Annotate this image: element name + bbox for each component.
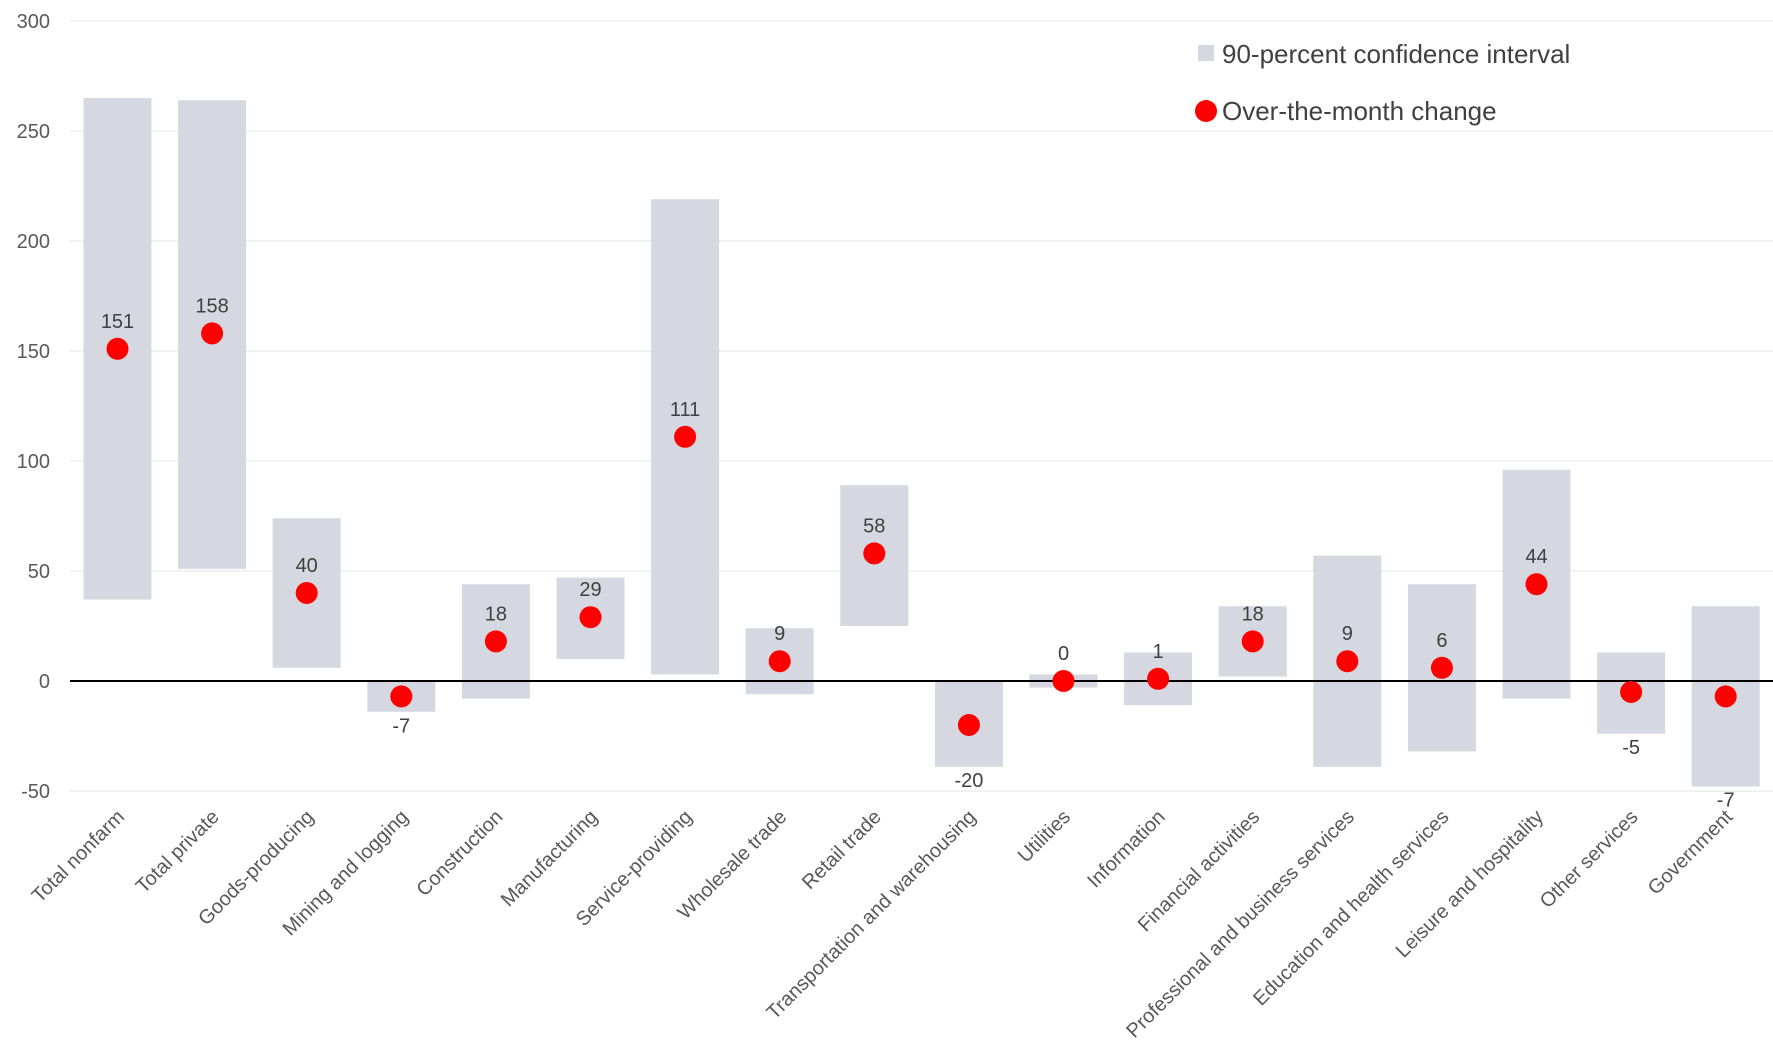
y-tick-label: -50 (21, 781, 50, 803)
change-point (863, 542, 886, 565)
legend-label-confidence-interval: 90-percent confidence interval (1222, 39, 1570, 69)
data-label: 6 (1436, 630, 1447, 652)
category-label: Education and health services (1249, 806, 1453, 1010)
change-point (1052, 670, 1075, 692)
category-label: Government (1644, 806, 1738, 900)
category-label: Other services (1536, 806, 1643, 913)
data-label: -7 (1717, 790, 1735, 812)
category-labels: Total nonfarm Total privateGoods-producin… (28, 806, 1738, 1043)
y-tick-label: 100 (17, 451, 50, 473)
data-label: 158 (195, 295, 228, 317)
category-label: Total private (132, 806, 224, 898)
change-point (390, 685, 413, 708)
change-point (1525, 573, 1548, 596)
data-label: 18 (1242, 603, 1264, 625)
change-point (295, 582, 318, 604)
data-label: 9 (774, 623, 785, 645)
change-point (484, 630, 507, 653)
data-label: 40 (296, 555, 318, 577)
change-point (1147, 667, 1170, 690)
change-point (1336, 650, 1359, 673)
data-label: 58 (863, 515, 885, 537)
data-label: 151 (101, 311, 134, 333)
data-label: 1 (1153, 641, 1164, 663)
data-label: 9 (1342, 623, 1353, 645)
y-tick-label: 300 (17, 11, 50, 33)
category-label: Total nonfarm (28, 806, 129, 907)
y-tick-label: 250 (17, 121, 50, 143)
data-label: -5 (1622, 737, 1640, 759)
category-label: Transportation and warehousing (763, 806, 981, 1024)
y-tick-label: 0 (39, 671, 50, 693)
legend-label-change: Over-the-month change (1222, 96, 1497, 126)
change-point (1714, 685, 1737, 708)
data-label: 44 (1525, 546, 1547, 568)
category-label: Information (1083, 806, 1169, 892)
data-labels: 151 158 40 -7 18 29 111 9 58 -20 0 1 18 9 6 44 -5 -7 (101, 295, 1735, 811)
change-points (106, 322, 1737, 736)
y-tick-label: 50 (28, 561, 50, 583)
category-label: Retail trade (798, 806, 886, 894)
legend-swatch-change (1195, 100, 1217, 122)
data-label: -7 (392, 715, 410, 737)
category-label: Construction (412, 806, 507, 901)
data-label: 29 (579, 579, 601, 601)
change-point (579, 606, 602, 629)
change-point (1430, 656, 1453, 679)
y-tick-label: 200 (17, 231, 50, 253)
change-point (674, 425, 697, 448)
change-point (201, 322, 224, 345)
legend-swatch-confidence-interval (1198, 45, 1214, 61)
y-axis-ticks: 300 250 200 150 100 50 0 -50 (17, 11, 50, 803)
data-label: 0 (1058, 643, 1069, 665)
change-point (957, 714, 980, 736)
change-point (768, 650, 791, 673)
category-label: Manufacturing (497, 806, 602, 911)
change-point (1620, 681, 1643, 703)
data-label: 18 (485, 603, 507, 625)
data-label: 111 (670, 399, 700, 421)
change-point (1241, 630, 1264, 653)
category-label: Utilities (1014, 806, 1075, 867)
legend: 90-percent confidence interval Over-the-… (1195, 39, 1570, 126)
change-point (106, 337, 129, 360)
data-label: -20 (954, 770, 983, 792)
confidence-interval-bars (83, 98, 1760, 787)
gridlines (70, 20, 1773, 792)
y-tick-label: 150 (17, 341, 50, 363)
